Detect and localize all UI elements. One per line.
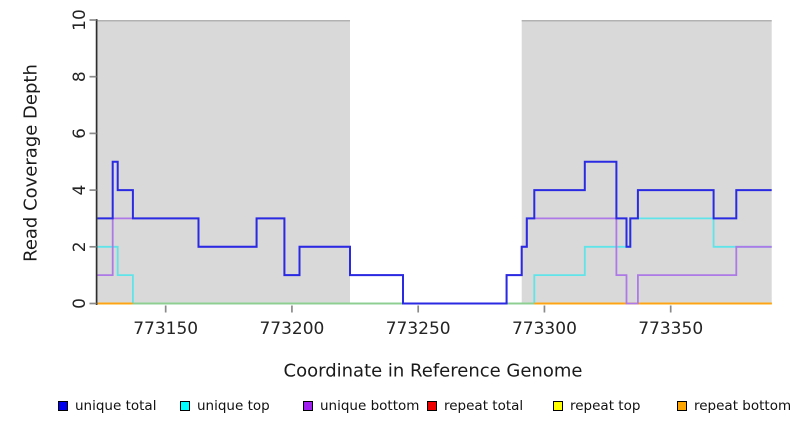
x-tick-label: 773300	[512, 319, 577, 339]
x-tick-label: 773200	[259, 319, 324, 339]
x-tick-label: 773250	[386, 319, 451, 339]
x-axis-title: Coordinate in Reference Genome	[283, 360, 583, 382]
series-line-unique-total	[97, 160, 772, 305]
y-tick-label: 6	[70, 128, 90, 139]
series-line-unique-top	[97, 217, 772, 305]
y-tick-label: 4	[70, 185, 90, 196]
y-tick-label: 8	[70, 71, 90, 82]
x-tick-label: 773350	[638, 319, 703, 339]
shaded-region	[521, 20, 772, 304]
x-tick-label: 773150	[133, 319, 198, 339]
y-tick-label: 10	[70, 9, 90, 31]
y-tick-label: 0	[70, 298, 90, 309]
y-tick-label: 2	[70, 241, 90, 252]
y-axis-title: Read Coverage Depth	[20, 64, 42, 262]
shaded-region	[97, 20, 351, 304]
